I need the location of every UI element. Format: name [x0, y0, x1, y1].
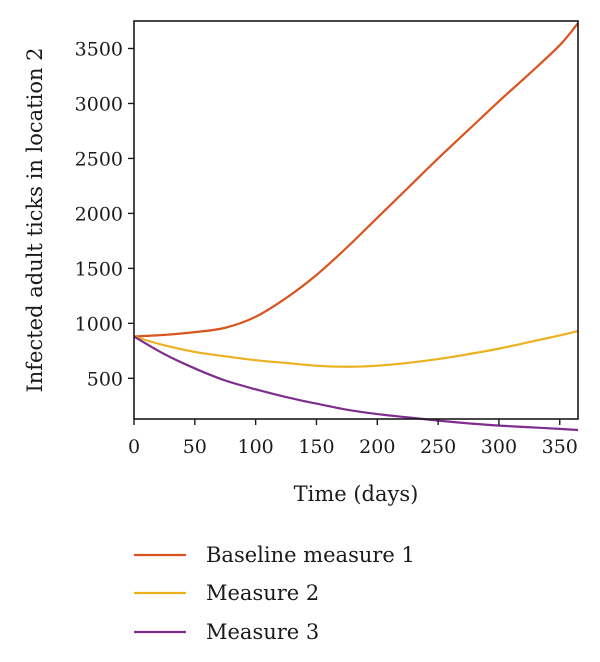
legend-label-3: Measure 3	[206, 620, 319, 644]
x-tick-label: 150	[298, 436, 334, 458]
legend-label-1: Baseline measure 1	[206, 543, 415, 567]
legend: Baseline measure 1 Measure 2 Measure 3	[134, 543, 415, 644]
plot-border	[133, 20, 579, 420]
y-tick-label: 2000	[75, 203, 123, 225]
x-tick-label: 0	[128, 436, 140, 458]
x-tick-label: 200	[359, 436, 395, 458]
y-tick-label: 2500	[75, 148, 123, 170]
y-tick-label: 500	[87, 368, 123, 390]
y-axis-ticks: 500 1000 1500 2000 2500 3000 3500	[75, 38, 134, 390]
x-axis-ticks: 0 50 100 150 200 250 300 350	[128, 419, 578, 458]
x-axis-label: Time (days)	[294, 482, 419, 506]
x-tick-label: 300	[481, 436, 517, 458]
x-tick-label: 350	[542, 436, 578, 458]
legend-label-2: Measure 2	[206, 581, 319, 605]
x-tick-label: 250	[420, 436, 456, 458]
series-line-1	[133, 22, 579, 338]
y-tick-label: 3500	[75, 38, 123, 60]
series-line-3	[133, 335, 579, 432]
y-tick-label: 3000	[75, 93, 123, 115]
x-tick-label: 100	[238, 436, 274, 458]
y-tick-label: 1500	[75, 258, 123, 280]
x-tick-label: 50	[183, 436, 207, 458]
y-axis-label: Infected adult ticks in location 2	[23, 47, 47, 392]
series-lines	[133, 22, 579, 432]
series-line-2	[133, 329, 579, 368]
plot-frame	[133, 20, 579, 420]
y-tick-label: 1000	[75, 313, 123, 335]
